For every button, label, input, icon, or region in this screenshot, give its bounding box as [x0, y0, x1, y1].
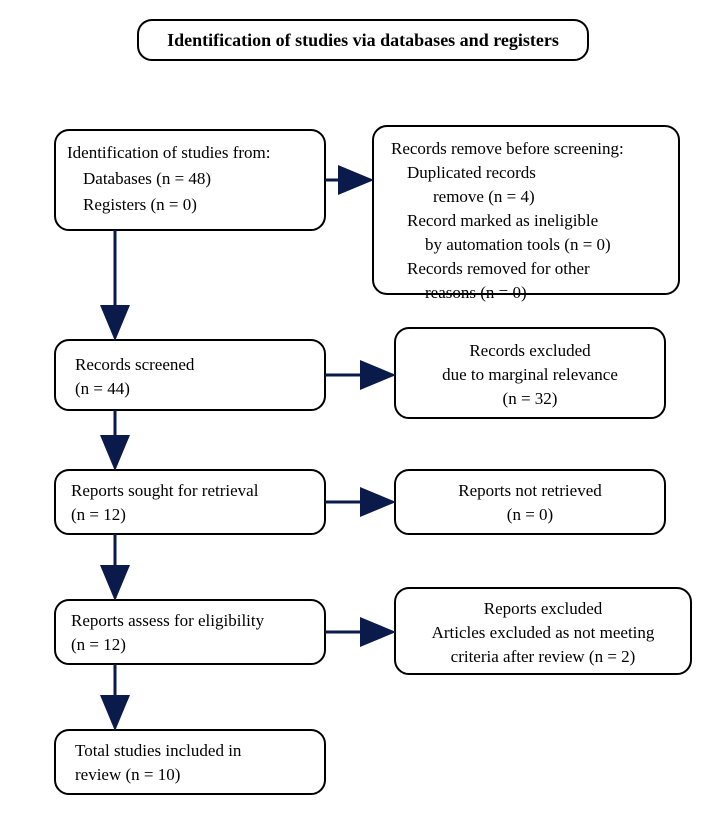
- svg-text:Identification of studies from: Identification of studies from:: [67, 143, 270, 162]
- node-not_retrieved: [395, 470, 665, 534]
- svg-text:Record marked as ineligible: Record marked as ineligible: [407, 211, 598, 230]
- svg-text:Records screened: Records screened: [75, 355, 195, 374]
- svg-text:(n = 44): (n = 44): [75, 379, 130, 398]
- svg-text:Databases (n = 48): Databases (n = 48): [83, 169, 211, 188]
- svg-text:Records remove before screenin: Records remove before screening:: [391, 139, 624, 158]
- svg-text:Reports not retrieved: Reports not retrieved: [458, 481, 602, 500]
- node-assess: [55, 600, 325, 664]
- svg-text:Articles excluded as not meeti: Articles excluded as not meeting: [432, 623, 655, 642]
- svg-text:by automation tools (n = 0): by automation tools (n = 0): [425, 235, 611, 254]
- node-total: [55, 730, 325, 794]
- svg-text:reasons (n = 0): reasons (n = 0): [425, 283, 527, 302]
- svg-text:Records removed for other: Records removed for other: [407, 259, 590, 278]
- svg-text:(n = 12): (n = 12): [71, 505, 126, 524]
- svg-text:(n = 0): (n = 0): [507, 505, 553, 524]
- node-sought: [55, 470, 325, 534]
- svg-text:Total studies included in: Total studies included in: [75, 741, 242, 760]
- svg-text:remove (n = 4): remove (n = 4): [433, 187, 535, 206]
- node-screened: [55, 340, 325, 410]
- svg-text:Identification of studies via: Identification of studies via databases …: [167, 30, 559, 50]
- svg-text:Registers (n = 0): Registers (n = 0): [83, 195, 197, 214]
- svg-text:Reports assess for eligibility: Reports assess for eligibility: [71, 611, 265, 630]
- svg-text:Duplicated records: Duplicated records: [407, 163, 536, 182]
- prisma-flowchart: Identification of studies via databases …: [0, 0, 726, 821]
- svg-text:criteria after review (n = 2): criteria after review (n = 2): [451, 647, 636, 666]
- svg-text:(n = 32): (n = 32): [503, 389, 558, 408]
- svg-text:Reports sought for retrieval: Reports sought for retrieval: [71, 481, 259, 500]
- svg-text:(n = 12): (n = 12): [71, 635, 126, 654]
- svg-text:due to marginal relevance: due to marginal relevance: [442, 365, 618, 384]
- svg-text:review (n = 10): review (n = 10): [75, 765, 180, 784]
- svg-text:Reports excluded: Reports excluded: [484, 599, 603, 618]
- svg-text:Records excluded: Records excluded: [469, 341, 591, 360]
